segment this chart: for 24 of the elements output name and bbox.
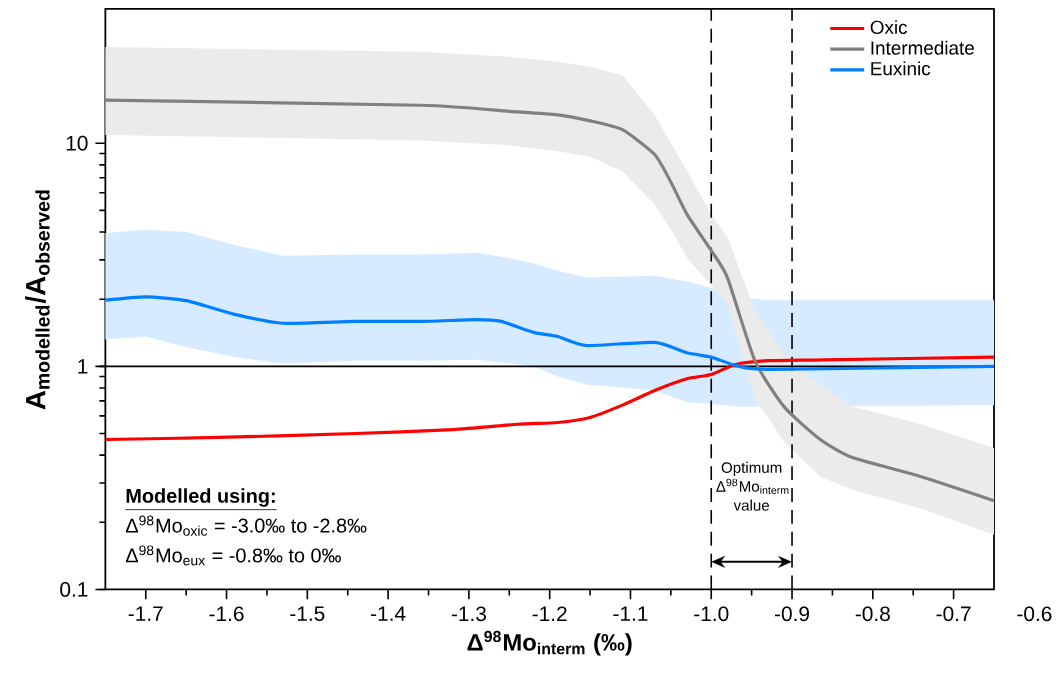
x-tick-label: -0.9 [774, 606, 810, 622]
annotation: Modelled using: [126, 488, 275, 507]
x-tick-label: -1.3 [451, 606, 486, 622]
y-tick-label: 10 [66, 135, 88, 151]
annotation: Δ$^{98}$Mo$_{oxic}$ = -3.0‰ to -2.8‰ [125, 515, 367, 536]
x-tick-label: -0.7 [936, 606, 971, 622]
x-axis-title: Δ$^{98}$Mo$_{interm}$ (‰) [467, 630, 632, 656]
legend-label: Euxinic [871, 61, 931, 76]
x-tick-label: -1.1 [613, 606, 648, 621]
text: -0.6 [1017, 606, 1052, 622]
y-axis-title: A$_{modelled}$/A$_{observed}$ [25, 190, 50, 410]
x-tick-label: -1.7 [128, 606, 163, 621]
annotation: Δ$^{98}$Mo$_{eux}$ = -0.8‰ to 0‰ [125, 545, 341, 566]
x-tick-label: -1.0 [694, 606, 729, 622]
legend-label: Intermediate [871, 40, 974, 55]
annotation: Optimum Δ$^{98}$Mo$_{interm}$ value [716, 461, 789, 511]
x-tick-label: -1.5 [290, 606, 325, 622]
x-tick-label: -1.6 [209, 606, 244, 622]
x-tick-label: -1.4 [371, 606, 406, 621]
y-tick-label: 0.1 [60, 582, 88, 597]
legend-label: Oxic [870, 20, 908, 35]
x-tick-label: -1.2 [532, 606, 567, 622]
x-tick-label: -0.8 [855, 606, 890, 622]
y-tick-label: 1 [78, 359, 88, 374]
